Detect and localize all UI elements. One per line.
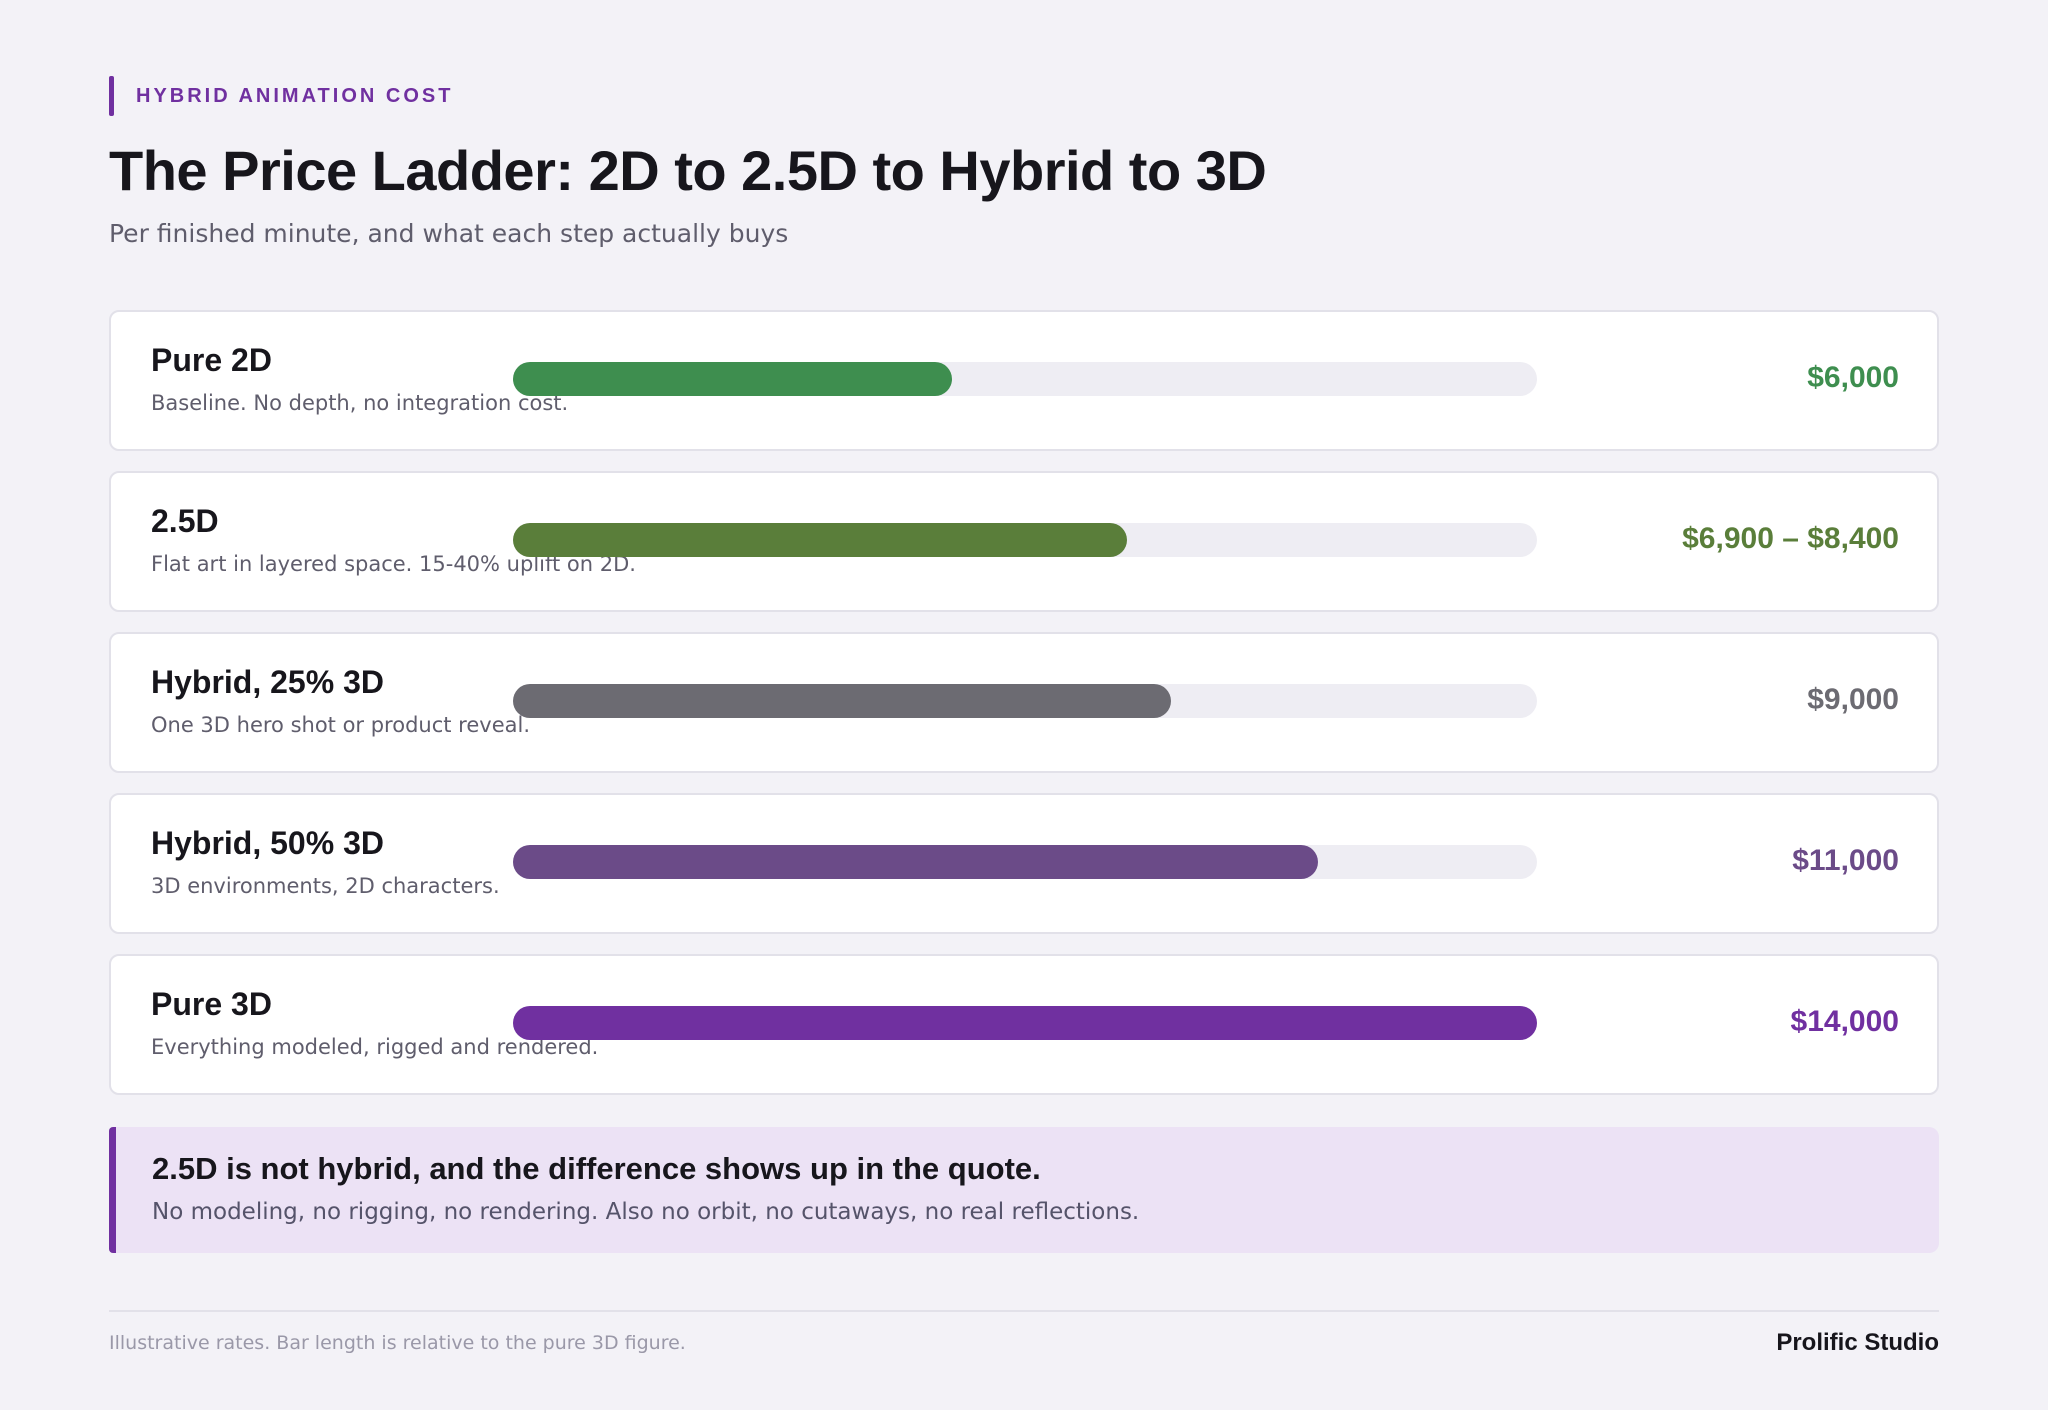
tier-name: Pure 3D — [151, 986, 272, 1022]
tier-card: Hybrid, 25% 3D One 3D hero shot or produc… — [109, 632, 1939, 773]
footnote: Illustrative rates. Bar length is relati… — [109, 1332, 686, 1354]
bar-track — [513, 684, 1537, 718]
bar-track — [513, 1006, 1537, 1040]
bar-track — [513, 523, 1537, 557]
tier-card: Pure 2D Baseline. No depth, no integratio… — [109, 310, 1939, 451]
infographic-page: HYBRID ANIMATION COST The Price Ladder: … — [109, 0, 1939, 1410]
bar-fill — [513, 684, 1171, 718]
tier-description: 3D environments, 2D characters. — [151, 874, 500, 898]
bar-fill — [513, 362, 952, 396]
bar-track — [513, 845, 1537, 879]
tier-card: Hybrid, 50% 3D 3D environments, 2D charac… — [109, 793, 1939, 934]
tier-name: 2.5D — [151, 503, 219, 539]
eyebrow-label: HYBRID ANIMATION COST — [136, 84, 454, 107]
footer-divider — [109, 1310, 1939, 1312]
bar-track — [513, 362, 1537, 396]
eyebrow: HYBRID ANIMATION COST — [109, 76, 453, 116]
tier-name: Pure 2D — [151, 342, 272, 378]
tier-price-label: $9,000 — [1807, 683, 1899, 716]
price-ladder-chart: Pure 2D Baseline. No depth, no integratio… — [109, 310, 1939, 1115]
callout-body: No modeling, no rigging, no rendering. A… — [152, 1199, 1140, 1225]
tier-price-label: $6,000 — [1807, 361, 1899, 394]
tier-price-label: $14,000 — [1790, 1005, 1899, 1038]
tier-price-label: $6,900 – $8,400 — [1682, 522, 1899, 555]
page-subtitle: Per finished minute, and what each step … — [109, 219, 789, 248]
tier-name: Hybrid, 25% 3D — [151, 664, 384, 700]
tier-description: One 3D hero shot or product reveal. — [151, 713, 530, 737]
tier-description: Baseline. No depth, no integration cost. — [151, 391, 569, 415]
bar-fill — [513, 845, 1318, 879]
brand-name: Prolific Studio — [1776, 1329, 1939, 1356]
tier-card: 2.5D Flat art in layered space. 15-40% up… — [109, 471, 1939, 612]
bar-fill — [513, 1006, 1537, 1040]
eyebrow-accent-rule — [109, 76, 114, 116]
bar-fill — [513, 523, 1127, 557]
callout-title: 2.5D is not hybrid, and the difference s… — [152, 1151, 1041, 1186]
callout-box: 2.5D is not hybrid, and the difference s… — [109, 1127, 1939, 1253]
tier-price-label: $11,000 — [1792, 844, 1899, 877]
tier-name: Hybrid, 50% 3D — [151, 825, 384, 861]
page-title: The Price Ladder: 2D to 2.5D to Hybrid t… — [109, 139, 1267, 202]
tier-card: Pure 3D Everything modeled, rigged and re… — [109, 954, 1939, 1095]
